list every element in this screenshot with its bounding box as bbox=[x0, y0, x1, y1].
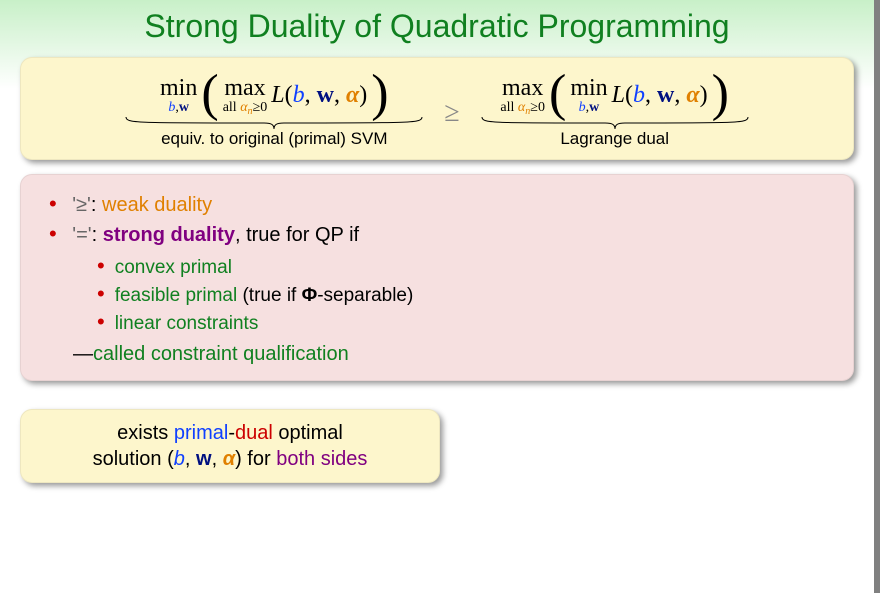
conditions-list: convex primal feasible primal (true if Φ… bbox=[93, 253, 829, 335]
weak-duality-item: '≥': weak duality bbox=[45, 191, 829, 217]
conclusion-line2: solution (b, w, α) for both sides bbox=[45, 446, 415, 472]
inner-min-operator: min b,w bbox=[570, 76, 607, 115]
cond-linear: linear constraints bbox=[93, 309, 829, 335]
formula-row: min b,w ( max all αn≥0 L(b, w, α) ) bbox=[41, 76, 833, 149]
constraint-qualification: —called constraint qualification bbox=[73, 343, 829, 366]
conclusion-line1: exists primal-dual optimal bbox=[45, 420, 415, 446]
inner-max-operator: max all αn≥0 bbox=[223, 76, 268, 115]
lagrangian-right: L(b, w, α) bbox=[612, 82, 708, 109]
primal-group: min b,w ( max all αn≥0 L(b, w, α) ) bbox=[124, 76, 424, 149]
lagrangian: L(b, w, α) bbox=[271, 82, 367, 109]
primal-underlabel: equiv. to original (primal) SVM bbox=[161, 129, 387, 149]
primal-expression: min b,w ( max all αn≥0 L(b, w, α) ) bbox=[160, 76, 389, 115]
min-operator: min b,w bbox=[160, 76, 197, 115]
geq-symbol: ≥ bbox=[436, 97, 467, 129]
duality-box: '≥': weak duality '=': strong duality, t… bbox=[20, 174, 854, 381]
dual-group: max all αn≥0 ( min b,w L(b, w, α) ) bbox=[480, 76, 750, 149]
formula-box: min b,w ( max all αn≥0 L(b, w, α) ) bbox=[20, 57, 854, 160]
dual-expression: max all αn≥0 ( min b,w L(b, w, α) ) bbox=[500, 76, 729, 115]
conclusion-box: exists primal-dual optimal solution (b, … bbox=[20, 409, 440, 483]
dual-underlabel: Lagrange dual bbox=[560, 129, 669, 149]
cond-feasible: feasible primal (true if Φ-separable) bbox=[93, 281, 829, 307]
slide-title: Strong Duality of Quadratic Programming bbox=[0, 0, 874, 57]
cond-convex: convex primal bbox=[93, 253, 829, 279]
strong-duality-item: '=': strong duality, true for QP if conv… bbox=[45, 221, 829, 335]
max-operator: max all αn≥0 bbox=[500, 76, 545, 115]
